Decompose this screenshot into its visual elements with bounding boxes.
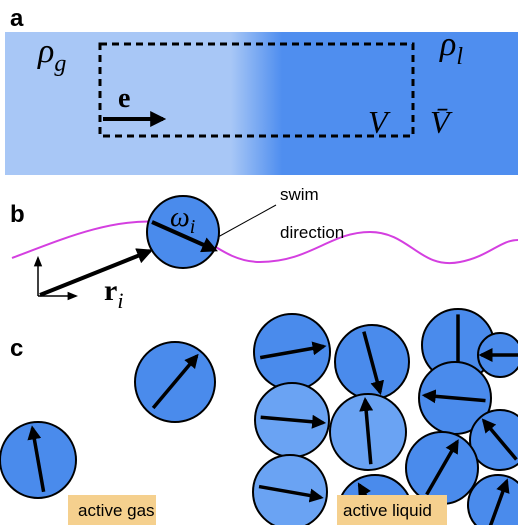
particles	[0, 308, 518, 525]
leader-line	[217, 204, 277, 238]
label-box	[68, 495, 156, 525]
e-label: e	[118, 83, 130, 114]
panel-label: b	[10, 201, 25, 228]
orientation-arrow	[260, 414, 327, 429]
density-field	[5, 32, 518, 175]
region-label: active gas	[78, 501, 155, 520]
omega-label: ωi	[170, 202, 195, 238]
control-volume	[98, 42, 415, 138]
r-label: ri	[104, 274, 123, 313]
orientation-arrow	[151, 353, 199, 410]
label-box	[337, 495, 447, 525]
rho-l: ρl	[439, 26, 463, 70]
orientation-arrow	[258, 484, 324, 503]
orientation-arrow	[27, 425, 46, 493]
orientation-arrow	[362, 331, 385, 396]
orientation-arrow	[425, 439, 459, 496]
rho-g: ρg	[37, 33, 66, 77]
orientation-arrow	[359, 397, 374, 465]
orientation-arrow	[488, 478, 510, 525]
annotation: swim	[280, 185, 319, 204]
vbar-label: V̄	[430, 104, 453, 140]
v-label: V	[368, 104, 391, 140]
orientation-arrow	[481, 418, 518, 461]
region-label: active liquid	[343, 501, 432, 520]
position-arrow	[39, 248, 153, 297]
panel-label: c	[10, 335, 23, 362]
trajectory	[11, 220, 518, 265]
annotation: direction	[280, 223, 344, 242]
orientation-arrow	[151, 220, 218, 253]
orientation-arrow	[421, 389, 486, 404]
particle	[252, 454, 328, 525]
orientation-arrow	[259, 341, 327, 360]
panel-label: a	[10, 5, 24, 32]
